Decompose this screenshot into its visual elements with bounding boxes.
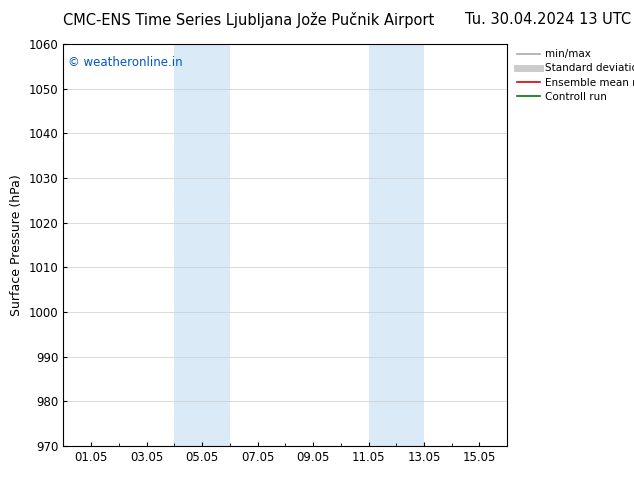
Legend: min/max, Standard deviation, Ensemble mean run, Controll run: min/max, Standard deviation, Ensemble me…: [517, 49, 634, 102]
Bar: [174, 44, 230, 446]
Bar: [368, 44, 424, 446]
Text: Tu. 30.04.2024 13 UTC: Tu. 30.04.2024 13 UTC: [465, 12, 631, 27]
Text: CMC-ENS Time Series Ljubljana Jože Pučnik Airport: CMC-ENS Time Series Ljubljana Jože Pučni…: [63, 12, 435, 28]
Y-axis label: Surface Pressure (hPa): Surface Pressure (hPa): [10, 174, 23, 316]
Text: © weatheronline.in: © weatheronline.in: [68, 56, 183, 69]
